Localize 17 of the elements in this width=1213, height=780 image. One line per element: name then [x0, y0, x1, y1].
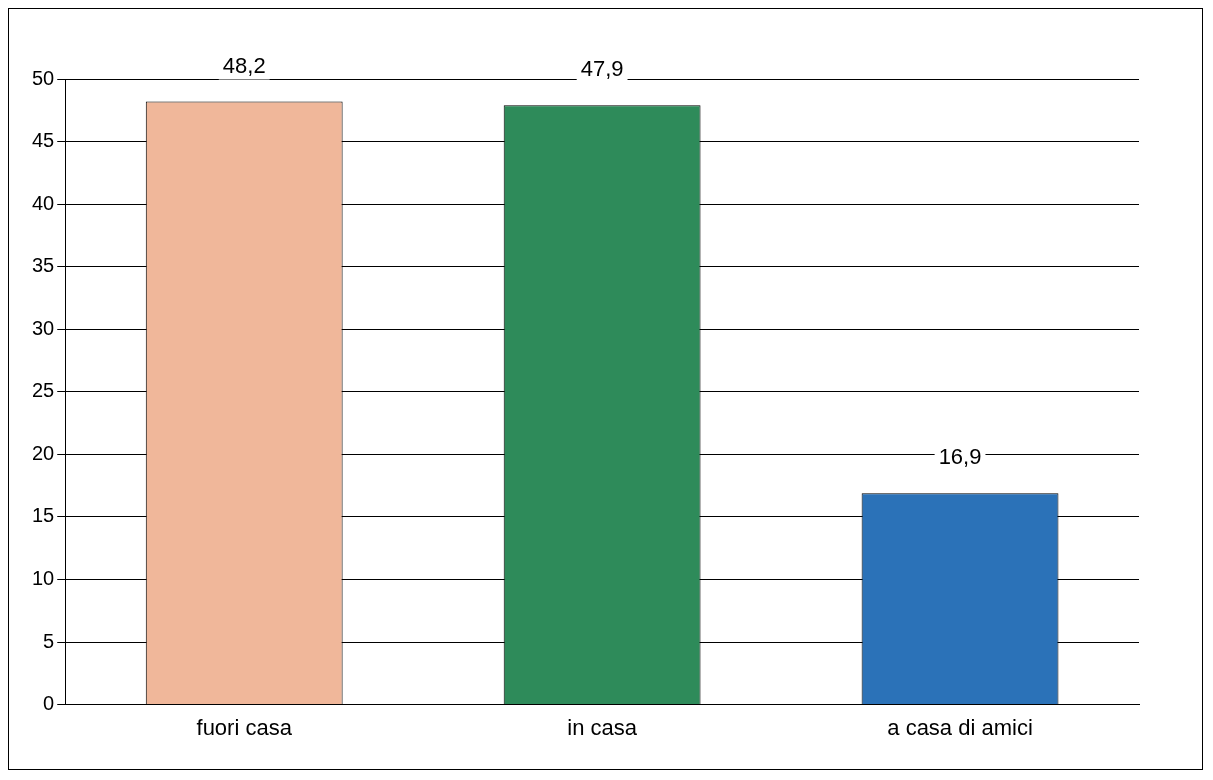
y-tick-label: 20	[32, 441, 55, 464]
y-tick-label: 40	[32, 191, 55, 214]
y-tick-label: 35	[32, 254, 55, 277]
y-tick-label: 30	[32, 316, 55, 339]
x-tick-label: in casa	[567, 714, 638, 740]
x-tick-label: a casa di amici	[887, 714, 1033, 740]
x-tick-label: fuori casa	[196, 714, 293, 740]
y-tick-label: 15	[32, 504, 55, 527]
y-tick-label: 45	[32, 129, 55, 152]
y-tick-label: 0	[43, 692, 55, 715]
data-label: 16,9	[938, 444, 982, 470]
data-label: 47,9	[580, 56, 624, 82]
y-tick-label: 25	[32, 379, 55, 402]
y-tick-label: 10	[32, 567, 55, 589]
data-label: 48,2	[222, 52, 266, 78]
y-tick-label: 50	[32, 66, 55, 89]
y-tick-label: 5	[43, 629, 55, 652]
